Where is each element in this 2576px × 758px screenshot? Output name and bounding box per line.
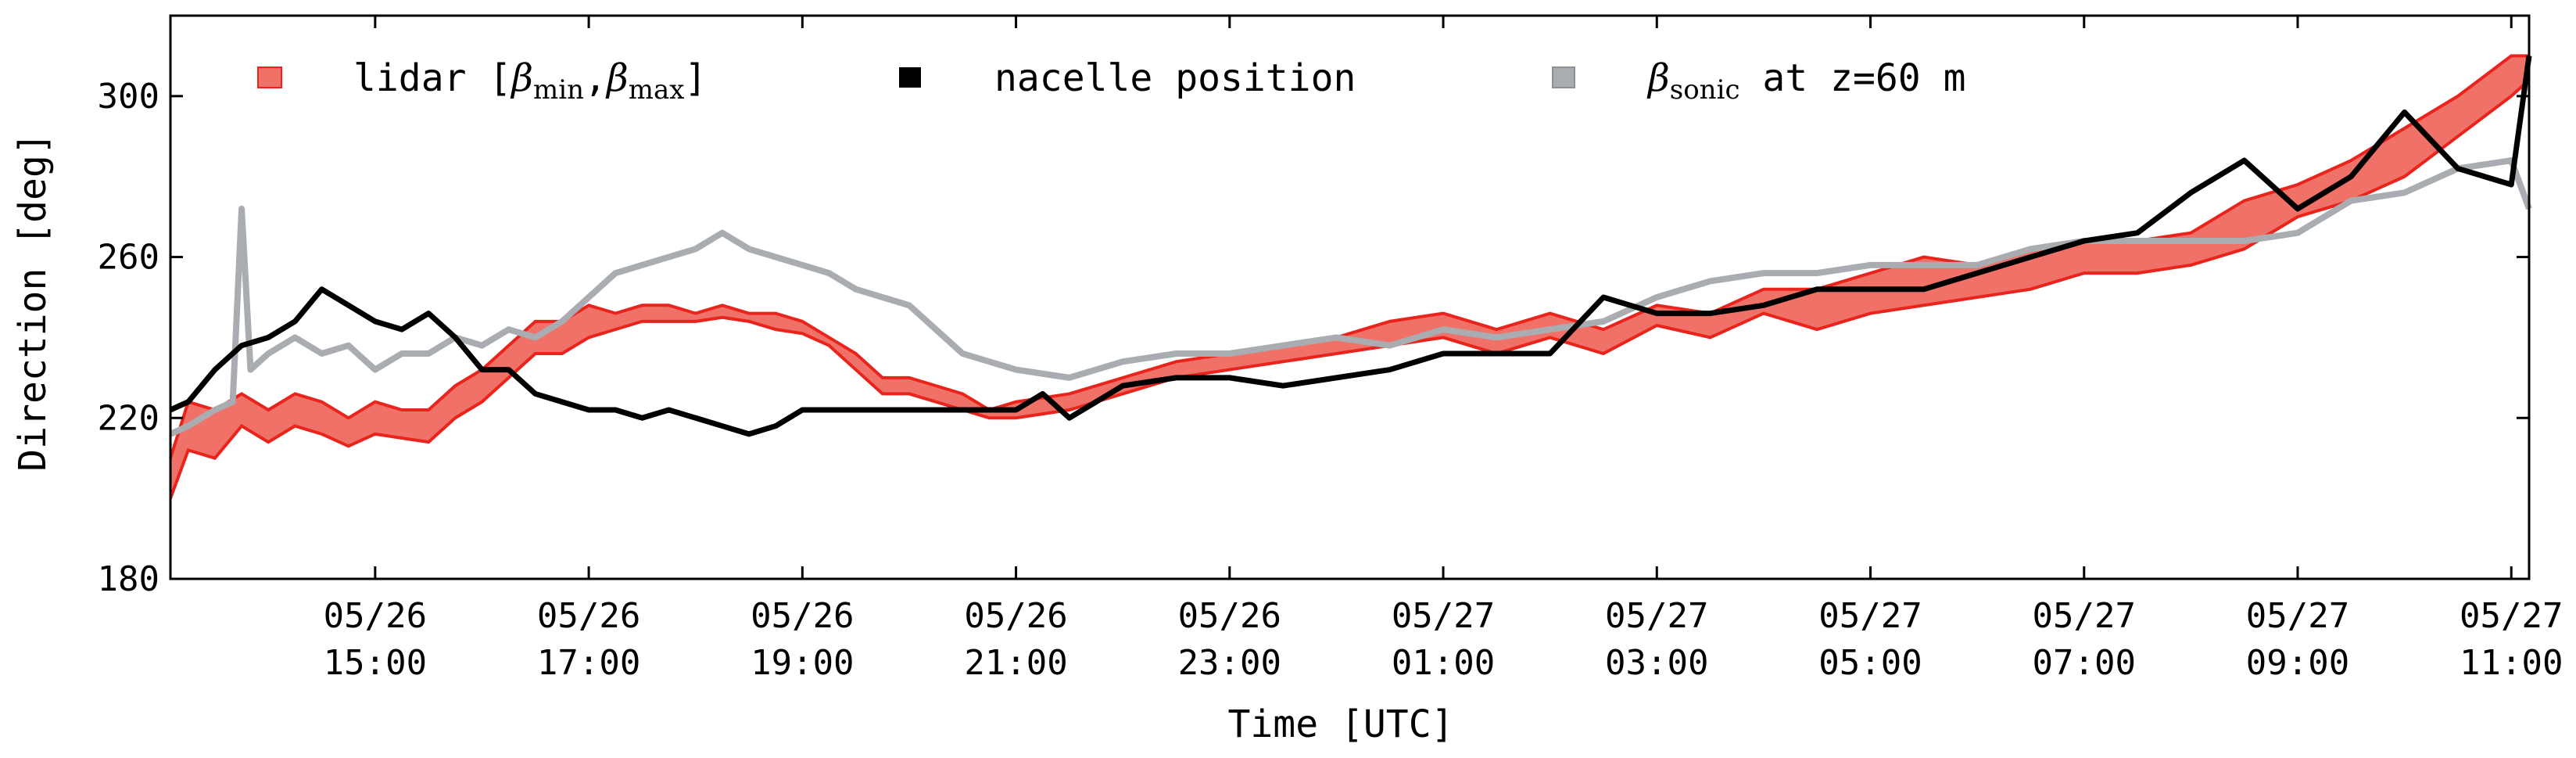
legend-label-nacelle: nacelle position [994, 56, 1356, 100]
x-tick-label-time: 19:00 [751, 643, 854, 683]
legend-beta-max: β [605, 56, 629, 100]
x-tick-label-date: 05/26 [751, 596, 854, 636]
series-line-nacelle [169, 55, 2532, 437]
legend-entry-lidar: lidar [βmin,βmax] [257, 56, 707, 106]
x-tick-label-date: 05/26 [537, 596, 640, 636]
legend-bracket-close: ] [684, 56, 707, 100]
y-tick-label: 180 [98, 559, 159, 599]
legend-swatch-nacelle [899, 67, 921, 88]
x-tick-label-date: 05/27 [2033, 596, 2136, 636]
series-band-lidar [170, 56, 2529, 499]
legend-label-sonic-rest: at z=60 m [1739, 56, 1965, 100]
legend-sub-min: min [533, 74, 584, 106]
legend-sub-max: max [629, 74, 685, 106]
x-tick-label-date: 05/27 [1605, 596, 1708, 636]
x-tick-label-date: 05/27 [1392, 596, 1495, 636]
y-tick-label: 300 [98, 77, 159, 117]
ticks-layer: 180 220 260 300 05/26 15:00 05/26 17:00 05/26 19:… [98, 16, 2563, 683]
x-tick-label-time: 09:00 [2246, 643, 2349, 683]
x-tick-label-date: 05/26 [964, 596, 1067, 636]
series-line-sonic [169, 157, 2532, 437]
x-tick-label-time: 17:00 [537, 643, 640, 683]
x-tick-label-date: 05/26 [324, 596, 427, 636]
legend: lidar [βmin,βmax] nacelle position βsoni… [257, 56, 1965, 106]
x-tick-label-time: 15:00 [324, 643, 427, 683]
legend-beta-sonic: β [1646, 56, 1670, 100]
svg-text:βsonic at z=60 m: βsonic at z=60 m [1646, 56, 1965, 106]
x-tick-label-time: 11:00 [2460, 643, 2563, 683]
legend-swatch-sonic [1552, 66, 1575, 88]
legend-entry-sonic: βsonic at z=60 m [1552, 56, 1965, 106]
x-tick-label-time: 03:00 [1605, 643, 1708, 683]
x-tick-label-date: 05/27 [2460, 596, 2563, 636]
x-tick-label-time: 01:00 [1392, 643, 1495, 683]
x-tick-label-time: 05:00 [1818, 643, 1922, 683]
svg-text:lidar [βmin,βmax]: lidar [βmin,βmax] [353, 56, 707, 106]
legend-sub-sonic: sonic [1670, 74, 1740, 106]
legend-swatch-lidar [257, 66, 282, 88]
series-layer [169, 54, 2532, 499]
y-tick-label: 220 [98, 398, 159, 438]
x-tick-label-time: 21:00 [964, 643, 1067, 683]
legend-entry-nacelle: nacelle position [899, 56, 1356, 100]
legend-comma: , [584, 56, 607, 100]
y-axis-label: Direction [deg] [11, 132, 55, 471]
x-tick-label-time: 07:00 [2033, 643, 2136, 683]
y-tick-label: 260 [98, 238, 159, 278]
series-band-lidar-lower [169, 78, 2531, 499]
x-tick-label-date: 05/27 [2246, 596, 2349, 636]
x-tick-label-time: 23:00 [1178, 643, 1281, 683]
axes-frame [169, 14, 2531, 580]
legend-beta-min: β [510, 56, 533, 100]
legend-label-lidar-prefix: lidar [ [353, 56, 511, 100]
x-tick-label-date: 05/27 [1818, 596, 1922, 636]
x-tick-label-date: 05/26 [1178, 596, 1281, 636]
x-axis-label: Time [UTC] [1228, 702, 1454, 746]
